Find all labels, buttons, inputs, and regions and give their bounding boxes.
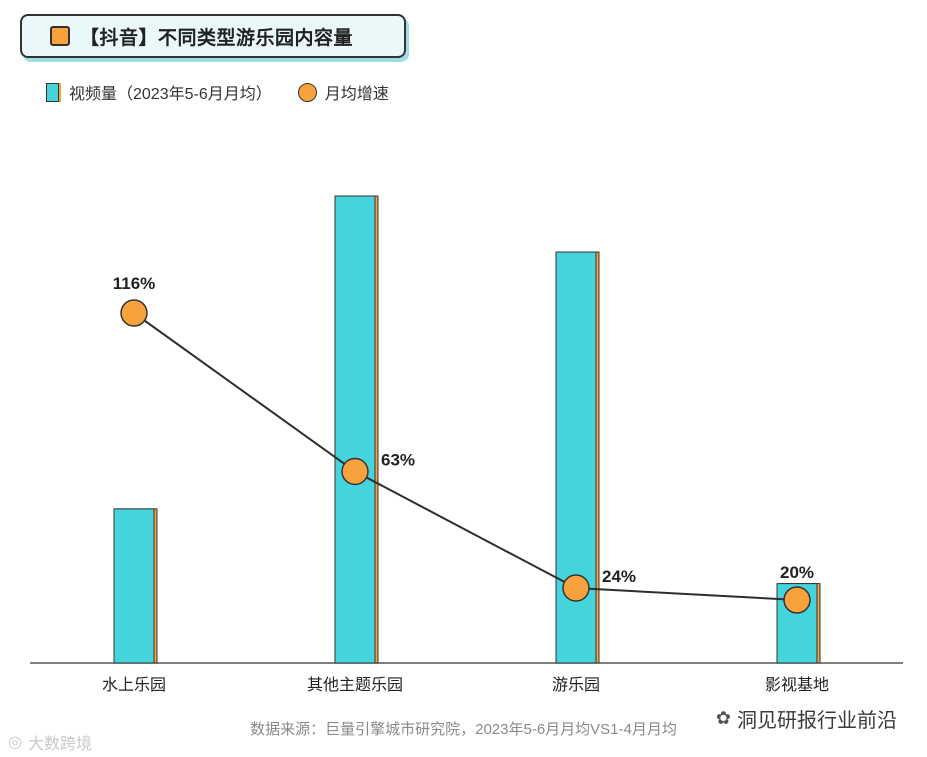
growth-data-label: 20% [780, 563, 814, 582]
watermark-left: ◎ 大数跨境 [8, 730, 92, 754]
legend-dot-label: 月均增速 [324, 86, 389, 103]
weibo-icon: ◎ [8, 734, 22, 751]
bar [334, 195, 376, 664]
bar-legend-swatch-icon [46, 82, 59, 102]
dot-legend-swatch-icon [297, 82, 317, 102]
chart-legend: 视频量（2023年5-6月月均） 月均增速 [46, 80, 389, 104]
growth-line [133, 312, 798, 601]
bar [555, 251, 597, 664]
growth-point [341, 457, 369, 486]
watermark-right: ✿ 洞见研报行业前沿 [716, 704, 897, 733]
growth-point [562, 574, 590, 602]
growth-data-label: 63% [381, 450, 415, 469]
growth-point [120, 299, 148, 327]
x-tick-label: 水上乐园 [102, 676, 166, 694]
watermark-left-text: 大数跨境 [27, 736, 92, 753]
watermark-right-text: 洞见研报行业前沿 [737, 710, 897, 732]
chart-title: 【抖音】不同类型游乐园内容量 [80, 27, 354, 49]
data-source-note: 数据来源：巨量引擎城市研究院，2023年5-6月月均VS1-4月月均 [250, 721, 677, 738]
x-tick-label: 游乐园 [552, 676, 600, 694]
growth-point [783, 586, 811, 614]
growth-data-label: 116% [113, 274, 156, 293]
title-marker-icon [50, 26, 70, 46]
x-tick-label: 影视基地 [765, 676, 829, 694]
growth-data-label: 24% [602, 567, 636, 586]
x-tick-label: 其他主题乐园 [307, 676, 403, 694]
chart-title-box: 【抖音】不同类型游乐园内容量 [20, 14, 406, 58]
legend-bar-label: 视频量（2023年5-6月月均） [69, 86, 272, 103]
bar [113, 508, 155, 664]
wechat-icon: ✿ [715, 708, 731, 728]
